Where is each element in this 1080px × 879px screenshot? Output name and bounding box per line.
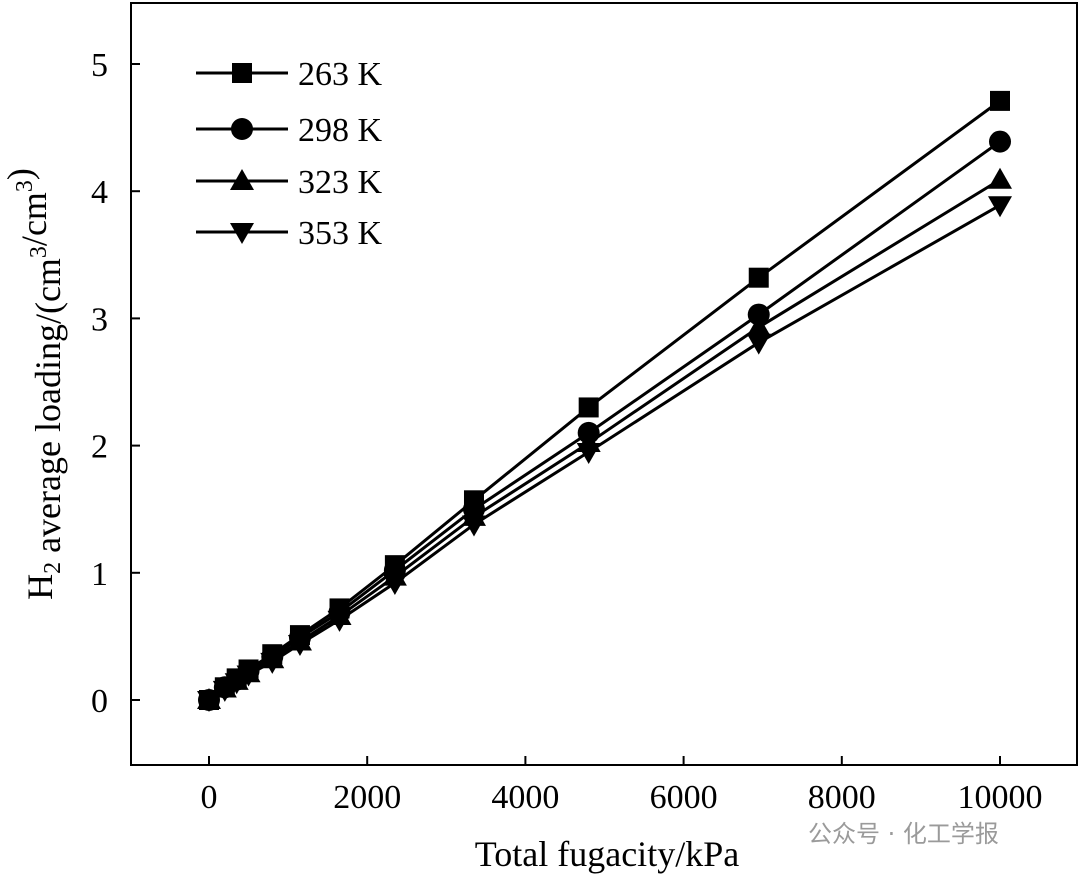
x-tick-label: 10000 xyxy=(958,779,1043,816)
x-axis-label: Total fugacity/kPa xyxy=(475,834,739,874)
legend-marker xyxy=(232,63,252,83)
data-point xyxy=(576,442,601,464)
x-tick-label: 4000 xyxy=(491,779,559,816)
legend-marker xyxy=(230,169,254,190)
y-axis-label: H2 average loading/(cm3/cm3) xyxy=(0,168,68,600)
data-point xyxy=(989,130,1011,153)
legend-label: 353 K xyxy=(298,215,383,252)
y-tick-label: 0 xyxy=(91,683,108,720)
data-point xyxy=(748,267,769,288)
x-tick-label: 6000 xyxy=(650,779,718,816)
data-point xyxy=(990,90,1010,111)
legend-label: 323 K xyxy=(298,164,383,201)
x-tick-label: 8000 xyxy=(808,779,876,816)
plot-frame xyxy=(130,2,1078,766)
y-tick-label: 5 xyxy=(91,47,108,84)
data-point xyxy=(746,315,771,337)
y-tick-label: 4 xyxy=(91,174,108,211)
y-tick-label: 3 xyxy=(91,301,108,338)
data-point xyxy=(260,652,285,674)
data-point xyxy=(212,680,237,702)
x-tick-label: 0 xyxy=(201,779,218,816)
y-tick-label: 2 xyxy=(91,429,108,466)
data-point xyxy=(461,515,486,537)
x-tick-label: 2000 xyxy=(333,779,401,816)
y-tick-label: 1 xyxy=(91,556,108,593)
data-point xyxy=(988,196,1012,218)
series-line xyxy=(208,203,1001,702)
legend-marker xyxy=(231,118,253,140)
data-point xyxy=(988,167,1012,189)
data-point xyxy=(747,303,770,326)
data-point xyxy=(746,333,771,355)
watermark: 公众号 · 化工学报 xyxy=(808,820,999,848)
legend-label: 263 K xyxy=(298,56,383,93)
data-point xyxy=(197,691,221,712)
series-353k xyxy=(197,196,1012,712)
legend-label: 298 K xyxy=(298,112,383,149)
legend-marker xyxy=(230,223,254,244)
data-point xyxy=(578,397,599,418)
data-point xyxy=(236,665,261,687)
data-point xyxy=(382,573,407,595)
data-point xyxy=(327,610,352,632)
series-line xyxy=(208,178,1001,702)
data-point xyxy=(287,635,312,657)
data-point xyxy=(224,673,249,695)
